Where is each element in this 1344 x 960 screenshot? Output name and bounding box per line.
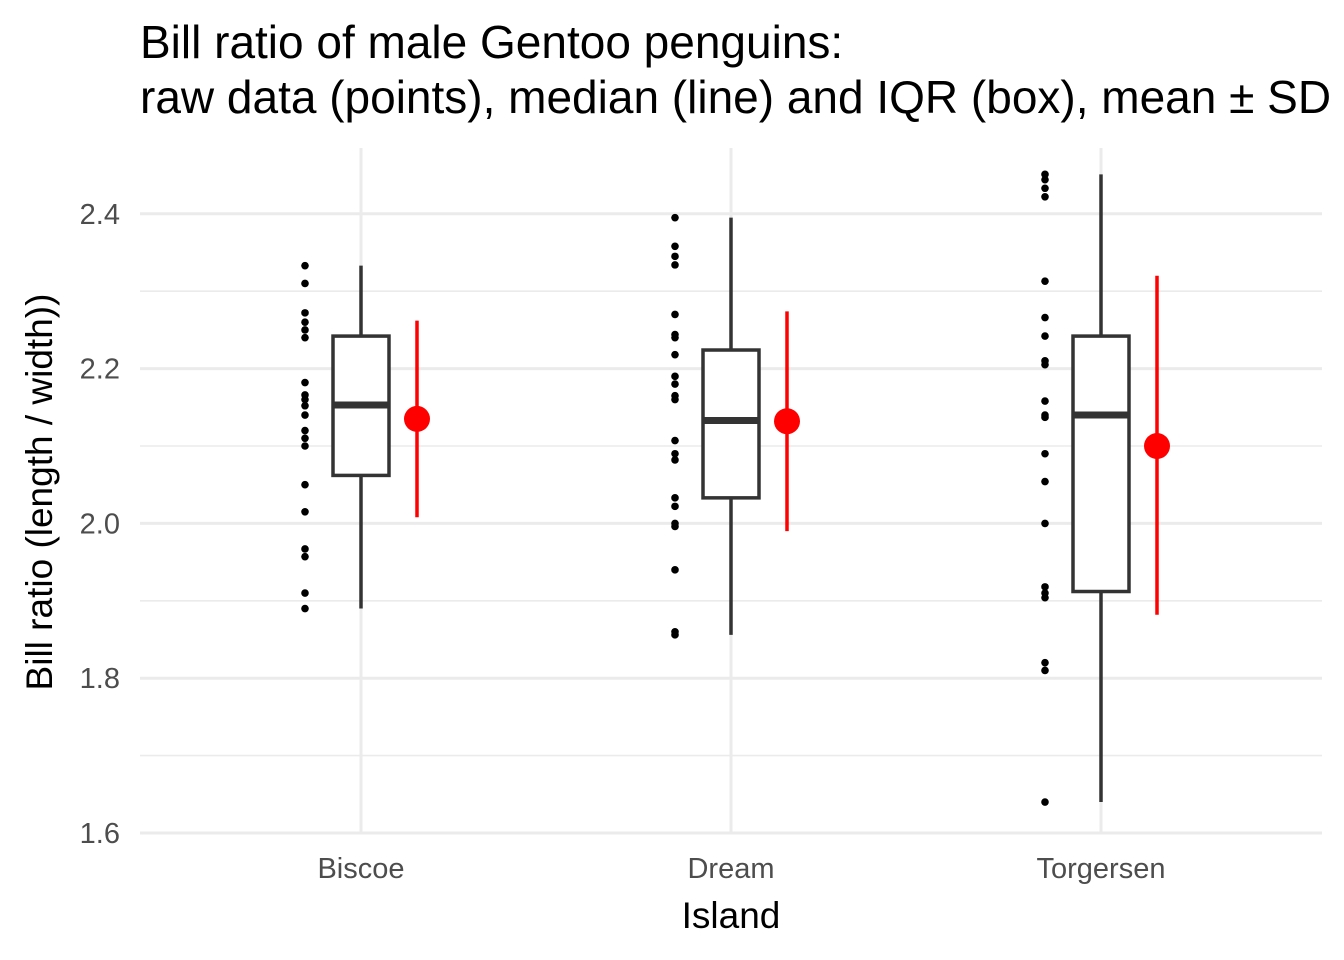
y-tick-label: 1.6 <box>80 818 120 850</box>
chart-title: Bill ratio of male Gentoo penguins: <box>140 16 843 68</box>
raw-data-point <box>301 326 309 334</box>
mean-point <box>404 405 430 432</box>
raw-data-point <box>671 436 679 445</box>
raw-data-point <box>1041 184 1049 193</box>
x-axis-title: Island <box>682 895 781 936</box>
raw-data-point <box>301 261 309 270</box>
raw-data-point <box>671 566 679 574</box>
raw-data-point <box>671 494 679 502</box>
iqr-box <box>1071 334 1131 594</box>
raw-data-point <box>1041 449 1049 458</box>
raw-data-point <box>301 589 309 597</box>
data-groups <box>301 170 1170 806</box>
raw-data-point <box>1041 397 1049 405</box>
y-tick-label: 2.2 <box>80 354 120 386</box>
raw-data-point <box>301 318 309 326</box>
raw-data-point <box>671 242 679 251</box>
raw-data-point <box>301 279 309 288</box>
raw-data-point <box>671 449 679 458</box>
tick-labels: 1.6 1.8 2.0 2.2 2.4 Biscoe Dream Torgersen <box>80 199 1166 885</box>
raw-data-point <box>1041 175 1049 184</box>
raw-data-point <box>671 252 679 261</box>
x-tick-label: Biscoe <box>317 853 404 885</box>
raw-data-point <box>301 333 309 342</box>
raw-data-point <box>301 401 309 410</box>
raw-data-point <box>1041 277 1049 285</box>
raw-data-point <box>301 426 309 435</box>
raw-data-point <box>1041 411 1049 419</box>
raw-data-point <box>301 442 309 450</box>
raw-data-point <box>671 456 679 464</box>
chart-subtitle: raw data (points), median (line) and IQR… <box>140 71 1344 123</box>
raw-data-point <box>671 502 679 511</box>
raw-data-point <box>301 507 309 516</box>
raw-data-point <box>301 604 309 613</box>
raw-data-point <box>1041 798 1049 806</box>
raw-data-point <box>301 309 309 317</box>
raw-data-point <box>301 411 309 419</box>
raw-data-point <box>301 545 309 553</box>
raw-data-point <box>301 480 309 489</box>
raw-data-point <box>671 310 679 319</box>
raw-data-point <box>1041 192 1049 201</box>
y-tick-label: 1.8 <box>80 663 120 695</box>
y-axis-title: Bill ratio (length / width)) <box>19 294 60 691</box>
group-dream <box>671 213 800 639</box>
raw-data-point <box>671 391 679 400</box>
raw-data-point <box>1041 583 1049 591</box>
raw-data-point <box>301 434 309 443</box>
raw-data-point <box>301 552 309 561</box>
raw-data-point <box>1041 477 1049 486</box>
raw-data-point <box>1041 589 1049 597</box>
raw-data-point <box>671 519 679 528</box>
raw-data-point <box>1041 357 1049 365</box>
raw-data-point <box>671 372 679 381</box>
raw-data-point <box>671 213 679 222</box>
raw-data-point <box>1041 658 1049 667</box>
raw-data-point <box>301 391 309 399</box>
raw-data-point <box>671 627 679 636</box>
raw-data-point <box>671 330 679 339</box>
x-tick-label: Dream <box>687 853 774 885</box>
raw-data-point <box>1041 170 1049 179</box>
raw-data-point <box>1041 313 1049 322</box>
y-tick-label: 2.4 <box>80 199 120 231</box>
raw-data-point <box>1041 666 1049 675</box>
raw-data-point <box>671 261 679 269</box>
raw-data-point <box>301 378 309 387</box>
y-tick-label: 2.0 <box>80 508 120 540</box>
mean-point <box>774 408 800 435</box>
group-biscoe <box>301 261 430 613</box>
raw-data-point <box>671 350 679 359</box>
raw-data-point <box>671 380 679 388</box>
raw-data-point <box>1041 332 1049 340</box>
raw-data-point <box>1041 519 1049 528</box>
mean-point <box>1144 433 1170 459</box>
x-tick-label: Torgersen <box>1037 853 1166 885</box>
group-torgersen <box>1041 170 1170 806</box>
